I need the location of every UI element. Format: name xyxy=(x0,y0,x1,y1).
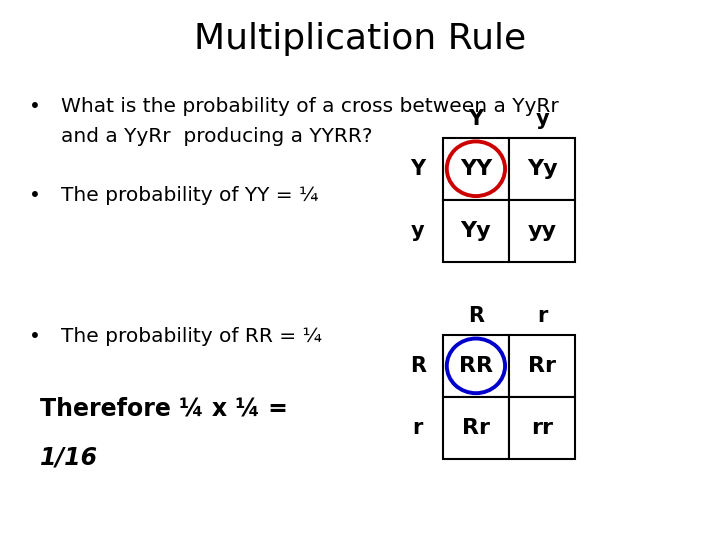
Bar xyxy=(509,200,575,262)
Text: Therefore ¼ x ¼ =: Therefore ¼ x ¼ = xyxy=(40,397,287,421)
Text: y: y xyxy=(536,109,549,129)
Text: rr: rr xyxy=(531,418,553,438)
Bar xyxy=(443,138,509,200)
Text: Yy: Yy xyxy=(461,221,491,241)
Bar xyxy=(443,335,509,397)
Text: Multiplication Rule: Multiplication Rule xyxy=(194,22,526,56)
Text: y: y xyxy=(411,221,425,241)
Text: Yy: Yy xyxy=(527,159,557,179)
Text: R: R xyxy=(410,356,426,376)
Text: R: R xyxy=(468,306,484,326)
Bar xyxy=(509,335,575,397)
Bar xyxy=(509,397,575,459)
Text: RR: RR xyxy=(459,356,493,376)
Text: and a YyRr  producing a YYRR?: and a YyRr producing a YYRR? xyxy=(61,127,373,146)
Text: Y: Y xyxy=(410,159,426,179)
Bar xyxy=(509,138,575,200)
Text: The probability of YY = ¼: The probability of YY = ¼ xyxy=(61,186,319,205)
Text: yy: yy xyxy=(528,221,557,241)
Text: r: r xyxy=(413,418,423,438)
Text: Rr: Rr xyxy=(528,356,556,376)
Text: Rr: Rr xyxy=(462,418,490,438)
Text: What is the probability of a cross between a YyRr: What is the probability of a cross betwe… xyxy=(61,97,559,116)
Text: •: • xyxy=(29,97,40,116)
Text: The probability of RR = ¼: The probability of RR = ¼ xyxy=(61,327,323,346)
Text: 1/16: 1/16 xyxy=(40,446,98,469)
Text: •: • xyxy=(29,186,40,205)
Text: YY: YY xyxy=(460,159,492,179)
Text: Y: Y xyxy=(468,109,484,129)
Text: •: • xyxy=(29,327,40,346)
Text: r: r xyxy=(537,306,547,326)
Bar xyxy=(443,397,509,459)
Bar xyxy=(443,200,509,262)
